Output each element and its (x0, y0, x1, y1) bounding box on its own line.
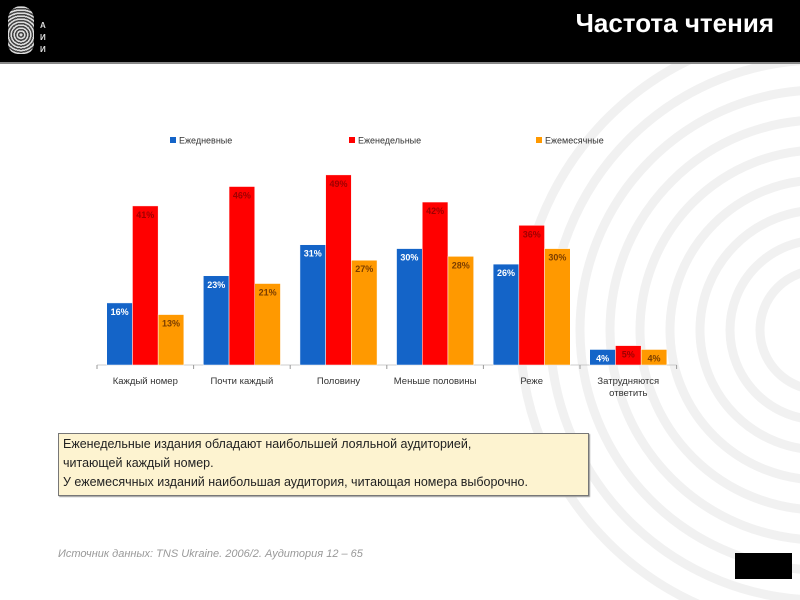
data-label: 49% (329, 179, 347, 189)
category-label: Половину (317, 376, 360, 387)
bar (157, 314, 185, 366)
legend-swatch (536, 137, 542, 143)
bar (422, 201, 449, 366)
note-box: Еженедельные издания обладают наибольшей… (58, 433, 589, 496)
legend-label: Ежемесячные (545, 136, 604, 146)
bar (228, 186, 256, 366)
data-label: 30% (548, 253, 566, 263)
data-label: 13% (162, 319, 180, 329)
data-label: 31% (304, 249, 322, 259)
data-label: 42% (426, 206, 444, 216)
bar (351, 259, 378, 366)
bar (640, 349, 668, 366)
source-text: Источник данных: TNS Ukraine. 2006/2. Ау… (58, 548, 363, 560)
page-title: Частота чтения (575, 8, 774, 38)
data-label: 36% (523, 229, 541, 239)
data-label: 30% (400, 253, 418, 263)
data-label: 4% (647, 353, 660, 363)
category-label: Каждый номер (113, 376, 178, 387)
bar (325, 174, 352, 366)
bar (544, 248, 571, 366)
bar (254, 283, 281, 366)
data-label: 28% (452, 260, 470, 270)
category-label: Затрудняются (597, 376, 659, 387)
bar (492, 263, 520, 366)
bar (299, 244, 326, 366)
bar (518, 225, 545, 366)
category-label: Меньше половины (394, 376, 477, 387)
data-label: 23% (207, 280, 225, 290)
legend-label: Еженедельные (358, 136, 421, 146)
bar (106, 302, 133, 366)
bar-chart: Ежедневные Еженедельные Ежемесячные 16% 41% 1… (96, 136, 678, 399)
data-label: 46% (233, 191, 251, 201)
data-label: 41% (136, 210, 154, 220)
category-label: Реже (520, 376, 543, 387)
legend-swatch (170, 137, 176, 143)
category-label: Почти каждый (210, 376, 273, 387)
legend-label: Ежедневные (179, 136, 232, 146)
bar (132, 205, 159, 366)
fingerprint-logo (8, 6, 34, 54)
data-label: 26% (497, 268, 515, 278)
data-label: 27% (355, 264, 373, 274)
bar (447, 256, 474, 366)
note-line: Еженедельные издания обладают наибольшей… (63, 437, 472, 451)
data-label: 5% (622, 350, 635, 360)
data-label: 4% (596, 353, 609, 363)
legend-swatch (349, 137, 355, 143)
data-label: 21% (259, 288, 277, 298)
category-label: ответить (609, 388, 647, 399)
corner-block (735, 553, 792, 579)
note-line: У ежемесячных изданий наибольшая аудитор… (63, 475, 528, 489)
data-label: 16% (111, 307, 129, 317)
note-line: читающей каждый номер. (63, 456, 214, 470)
bar (396, 248, 423, 366)
